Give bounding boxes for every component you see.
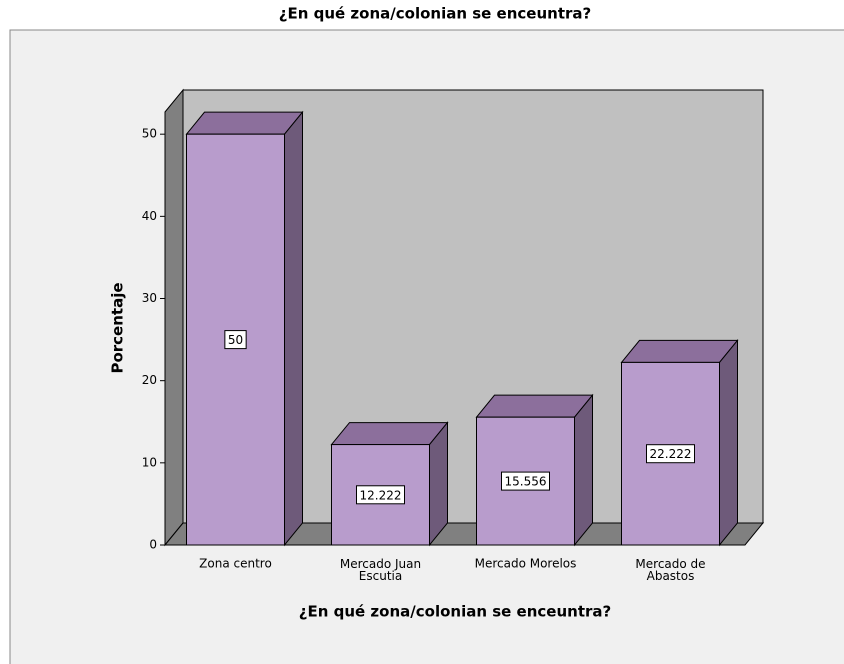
x-tick-label: Mercado de Abastos — [635, 557, 705, 583]
value-label: 50 — [228, 333, 243, 347]
side-wall — [164, 88, 184, 547]
y-tick-label: 40 — [142, 209, 157, 223]
chart-title: ¿En qué zona/colonian se enceuntra? — [279, 5, 591, 23]
y-tick-label: 10 — [142, 455, 157, 469]
value-label: 12.222 — [360, 488, 402, 502]
y-tick-label: 30 — [142, 291, 157, 305]
x-tick-label: Mercado Juan Escutia — [340, 557, 421, 583]
value-label-box — [501, 471, 550, 491]
y-tick-label: 0 — [149, 538, 157, 552]
y-tick-label: 50 — [142, 127, 157, 141]
bar-top — [475, 394, 594, 418]
bar-side — [429, 421, 448, 547]
x-tick-label: Mercado Morelos — [475, 557, 577, 571]
bar-top — [620, 339, 739, 363]
value-label-box — [646, 444, 695, 464]
x-axis-label: ¿En qué zona/colonian se enceuntra? — [299, 603, 611, 621]
value-label: 15.556 — [505, 475, 547, 489]
bar-side — [284, 110, 303, 547]
bar-top — [185, 111, 304, 135]
bar-top — [330, 422, 449, 446]
value-label-box — [224, 330, 247, 350]
value-label-group: 50 — [224, 330, 247, 350]
y-axis-label: Porcentaje — [109, 282, 127, 373]
bar-side — [719, 339, 738, 547]
value-label-group: 15.556 — [501, 471, 550, 491]
value-label: 22.222 — [650, 447, 692, 461]
bar-side — [574, 393, 593, 547]
value-label-group: 22.222 — [646, 444, 695, 464]
value-label-box — [356, 485, 405, 505]
value-label-group: 12.222 — [356, 485, 405, 505]
x-tick-label: Zona centro — [199, 557, 272, 571]
y-tick-label: 20 — [142, 373, 157, 387]
